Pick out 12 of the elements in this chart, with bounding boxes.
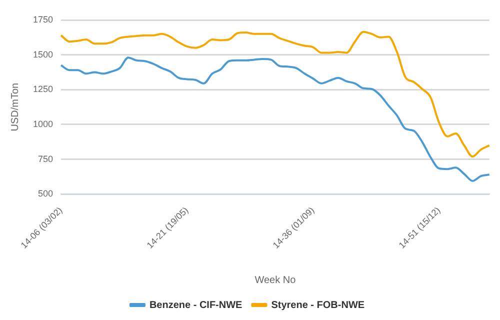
y-axis-title: USD/mTon [10, 82, 21, 132]
line-series [60, 56, 490, 182]
x-axis-title: Week No [254, 274, 296, 286]
y-tick-label: 1500 [32, 49, 54, 60]
legend-label: Benzene - CIF-NWE [149, 300, 243, 311]
legend-label: Styrene - FOB-NWE [271, 300, 365, 311]
line-series [60, 30, 490, 158]
y-tick-label: 1000 [32, 118, 54, 129]
y-tick-label: 750 [38, 154, 54, 164]
y-tick-label: 1750 [32, 14, 54, 24]
y-tick-label: 500 [38, 188, 54, 199]
y-tick-label: 1250 [32, 84, 54, 94]
